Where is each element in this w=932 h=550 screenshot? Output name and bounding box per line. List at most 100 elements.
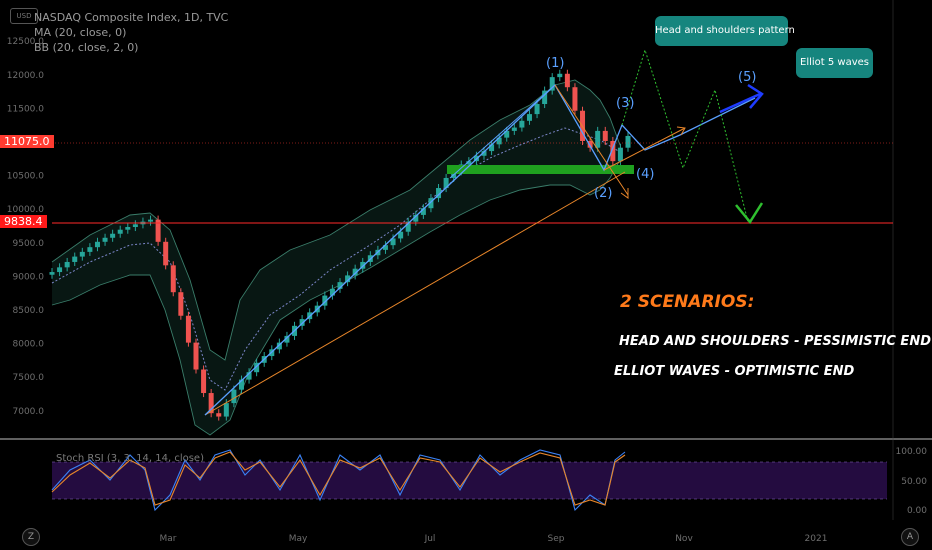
price-tick-label: 7000.0: [13, 407, 45, 417]
wave-2-label: (2): [594, 186, 613, 201]
candle-down: [163, 241, 169, 266]
candle-up: [405, 221, 411, 232]
time-tick-label: Sep: [548, 534, 565, 544]
price-tick-label: 8000.0: [13, 340, 45, 350]
candle-up: [360, 261, 366, 269]
price-tick-label: 9500.0: [13, 239, 45, 249]
candle-down: [178, 292, 184, 316]
price-tick-label: 7500.0: [13, 373, 45, 383]
candle-up: [398, 231, 404, 239]
oscillator-band: [52, 462, 887, 499]
candle-up: [557, 73, 563, 78]
candle-up: [413, 214, 419, 222]
candle-up: [57, 267, 63, 273]
stoch-d-line: [51, 451, 626, 506]
candle-down: [185, 315, 191, 343]
candle-up: [102, 237, 108, 242]
candle-up: [466, 161, 472, 165]
candle-up: [511, 127, 517, 131]
candle-up: [345, 275, 351, 283]
time-tick-label: May: [289, 534, 308, 544]
candle-up: [625, 135, 631, 148]
support-price-tag: 9838.4: [0, 215, 47, 228]
oscillator-legend: Stoch RSI (3, 3, 14, 14, close): [56, 451, 204, 466]
time-tick-label: Mar: [160, 534, 177, 544]
time-tick-label: Jul: [424, 534, 436, 544]
scenario-elliot-waves: ELLIOT WAVES - OPTIMISTIC END: [614, 364, 855, 379]
candlesticks: [49, 69, 631, 421]
candle-up: [428, 198, 434, 209]
time-tick-label: Nov: [675, 534, 693, 544]
candle-down: [572, 87, 578, 111]
currency-badge: USD: [10, 8, 38, 24]
current-price-tag: 11075.0: [0, 135, 54, 148]
candle-up: [110, 233, 116, 238]
price-tick-label: 10500.0: [7, 172, 44, 182]
price-tick-label: 10000.0: [7, 205, 44, 215]
candle-up: [64, 261, 70, 268]
wave-5-arrow: [719, 92, 761, 114]
elliot-wave-line-2: [449, 84, 556, 179]
support-zone: [447, 165, 634, 174]
chart-title: NASDAQ Composite Index, 1D, TVC: [34, 11, 229, 24]
bollinger-fill: [52, 80, 620, 435]
candle-up: [72, 256, 78, 262]
candle-down: [170, 265, 176, 293]
oscillator-level-label: 0.00: [907, 506, 927, 516]
trend-arrowhead: [620, 188, 629, 199]
zoom-toggle-button[interactable]: Z: [22, 528, 40, 546]
candle-down: [564, 73, 570, 88]
wave-5-arrowhead: [747, 83, 764, 109]
candle-up: [238, 379, 244, 390]
head-shoulders-bubble: Head and shoulders pattern: [655, 16, 795, 46]
chart-legend: NASDAQ Composite Index, 1D, TVC MA (20, …: [34, 10, 228, 55]
bearish-arrow: [735, 202, 764, 225]
auto-scale-button[interactable]: A: [901, 528, 919, 546]
candle-up: [534, 104, 540, 115]
head-shoulders-projection: [621, 48, 749, 223]
candle-up: [329, 288, 335, 296]
candle-down: [201, 369, 207, 394]
candle-down: [602, 130, 608, 141]
candle-up: [420, 208, 426, 215]
oscillator-label: Stoch RSI (3, 3, 14, 14, close): [56, 453, 204, 464]
candle-up: [49, 272, 55, 275]
candle-up: [337, 282, 343, 289]
wave-1-label: (1): [546, 56, 565, 71]
candle-up: [125, 227, 131, 230]
candle-down: [155, 219, 161, 242]
candle-up: [223, 403, 229, 417]
candle-up: [481, 151, 487, 156]
candle-up: [94, 241, 100, 248]
candle-up: [504, 130, 510, 138]
candle-up: [352, 268, 358, 276]
wave-4-label: (4): [636, 167, 655, 182]
candle-up: [79, 251, 85, 257]
candle-up: [132, 224, 138, 228]
candle-up: [284, 335, 290, 343]
oscillator-level-label: 50.00: [901, 477, 927, 487]
candle-up: [496, 137, 502, 145]
candle-up: [299, 319, 305, 326]
candle-down: [587, 140, 593, 148]
ma-legend: MA (20, close, 0): [34, 26, 127, 39]
candle-up: [148, 219, 154, 222]
price-tick-label: 12500.0: [7, 37, 44, 47]
candle-up: [519, 120, 525, 128]
price-tick-label: 8500.0: [13, 306, 45, 316]
candle-up: [117, 229, 123, 234]
candle-up: [231, 389, 237, 404]
short-trendline: [554, 84, 629, 196]
candle-up: [87, 247, 93, 252]
candle-up: [617, 147, 623, 162]
candle-down: [216, 413, 222, 417]
candle-up: [489, 144, 495, 152]
candle-up: [542, 90, 548, 105]
candle-up: [595, 130, 601, 148]
scenarios-title: 2 SCENARIOS:: [620, 292, 755, 312]
candle-up: [443, 177, 449, 189]
candle-up: [254, 362, 260, 373]
oscillator-level-label: 100.00: [896, 447, 928, 457]
time-axis-labels: Mar May Jul Sep Nov 2021: [160, 534, 828, 544]
